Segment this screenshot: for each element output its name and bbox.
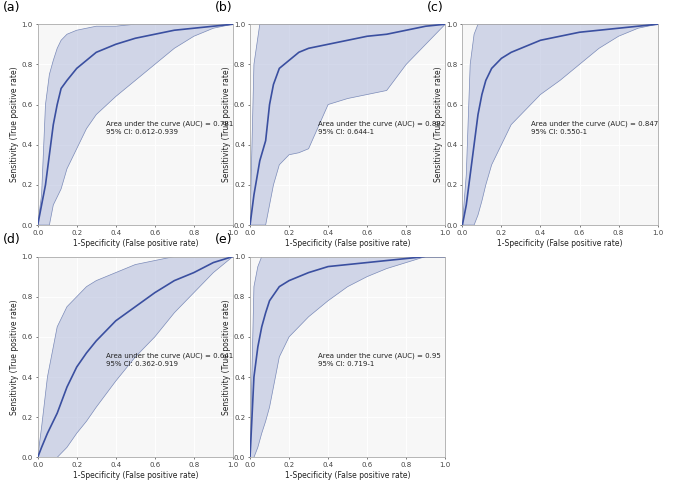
Y-axis label: Sensitivity (True positive rate): Sensitivity (True positive rate) <box>10 299 18 415</box>
Y-axis label: Sensitivity (True positive rate): Sensitivity (True positive rate) <box>10 67 18 182</box>
Text: Area under the curve (AUC) = 0.832
95% CI: 0.644-1: Area under the curve (AUC) = 0.832 95% C… <box>319 121 446 135</box>
Text: Area under the curve (AUC) = 0.847
95% CI: 0.550-1: Area under the curve (AUC) = 0.847 95% C… <box>531 121 658 135</box>
Polygon shape <box>250 257 445 457</box>
X-axis label: 1-Specificity (False positive rate): 1-Specificity (False positive rate) <box>285 471 410 480</box>
X-axis label: 1-Specificity (False positive rate): 1-Specificity (False positive rate) <box>73 471 198 480</box>
Text: (d): (d) <box>3 233 21 246</box>
X-axis label: 1-Specificity (False positive rate): 1-Specificity (False positive rate) <box>285 239 410 248</box>
Polygon shape <box>462 24 658 225</box>
Text: (a): (a) <box>3 1 20 14</box>
Polygon shape <box>38 257 233 457</box>
X-axis label: 1-Specificity (False positive rate): 1-Specificity (False positive rate) <box>497 239 623 248</box>
X-axis label: 1-Specificity (False positive rate): 1-Specificity (False positive rate) <box>73 239 198 248</box>
Text: Area under the curve (AUC) = 0.641
95% CI: 0.362-0.919: Area under the curve (AUC) = 0.641 95% C… <box>106 353 234 367</box>
Text: Area under the curve (AUC) = 0.95
95% CI: 0.719-1: Area under the curve (AUC) = 0.95 95% CI… <box>319 353 441 367</box>
Y-axis label: Sensitivity (True positive rate): Sensitivity (True positive rate) <box>222 299 231 415</box>
Text: Area under the curve (AUC) = 0.781
95% CI: 0.612-0.939: Area under the curve (AUC) = 0.781 95% C… <box>106 121 234 135</box>
Y-axis label: Sensitivity (True positive rate): Sensitivity (True positive rate) <box>222 67 231 182</box>
Polygon shape <box>38 24 233 225</box>
Y-axis label: Sensitivity (True positive rate): Sensitivity (True positive rate) <box>434 67 443 182</box>
Text: (b): (b) <box>215 1 232 14</box>
Text: (e): (e) <box>215 233 232 246</box>
Text: (c): (c) <box>427 1 444 14</box>
Polygon shape <box>250 24 445 225</box>
